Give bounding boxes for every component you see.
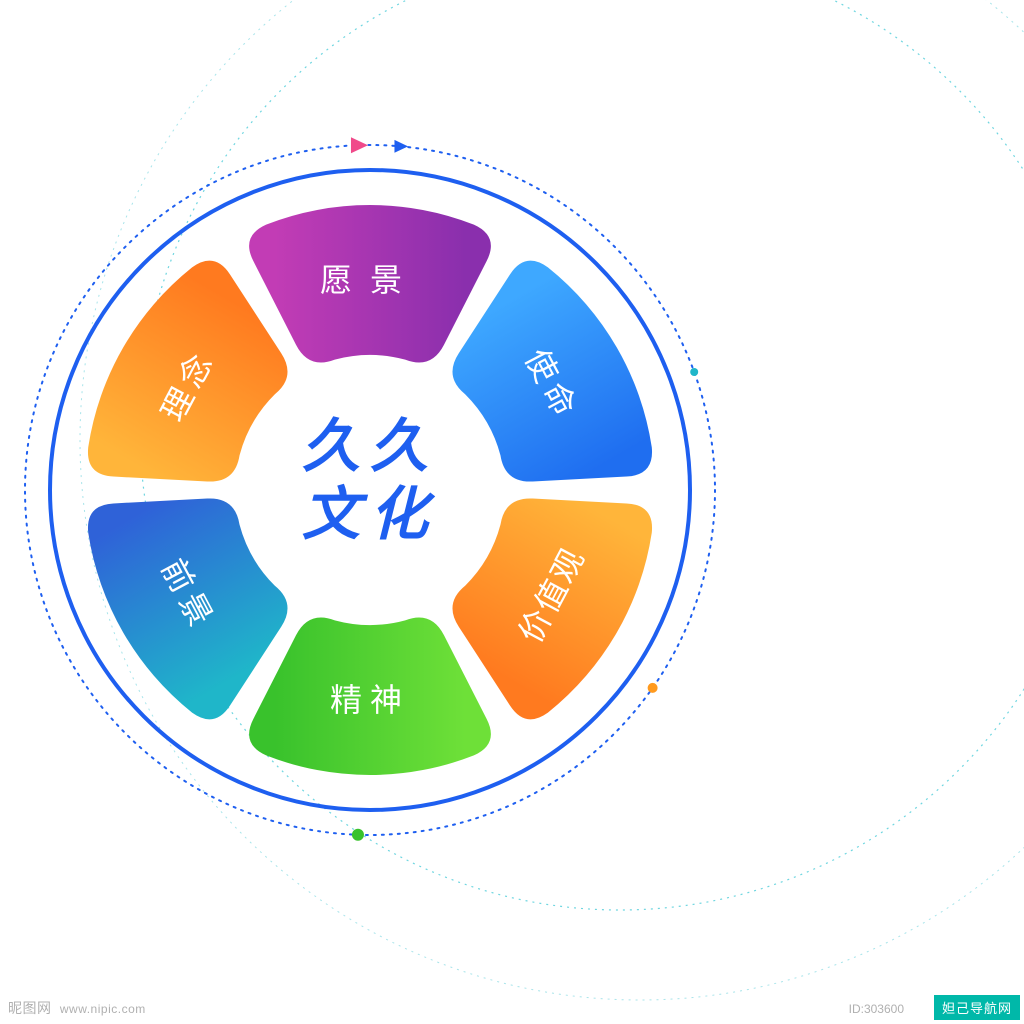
accent-triangle-0 (351, 137, 368, 153)
accent-dot-3 (648, 683, 658, 693)
center-title-line2: 文化 (302, 482, 438, 547)
image-id: ID:303600 (849, 1002, 904, 1016)
accent-dot-4 (690, 368, 698, 376)
accent-dot-2 (352, 829, 364, 841)
watermark-right: 妲己导航网 (934, 995, 1020, 1020)
radial-diagram: 愿景使命价值观精神前景理念久久文化 (25, 137, 715, 841)
segment-label-0: 愿景 (320, 262, 420, 298)
segment-label-3: 精神 (330, 682, 410, 718)
center-title-line1: 久久 (302, 414, 438, 479)
watermark-left: 昵图网 www.nipic.com (8, 998, 146, 1018)
accent-triangle-1 (394, 140, 408, 153)
